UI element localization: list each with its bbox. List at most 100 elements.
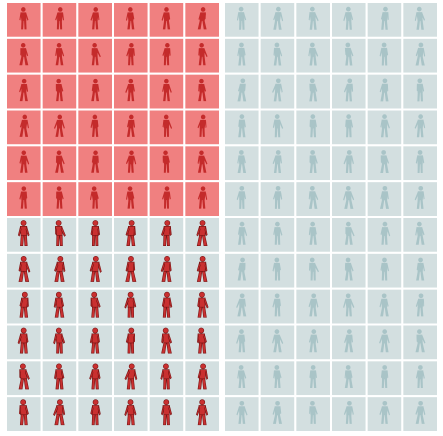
person-silhouette-icon	[380, 257, 390, 281]
person-silhouette-icon	[380, 221, 391, 245]
person-silhouette-icon	[415, 400, 426, 424]
person-silhouette-icon	[19, 7, 29, 30]
person-silhouette-icon	[196, 399, 209, 426]
person-silhouette-icon	[91, 150, 100, 173]
person-silhouette-icon	[379, 78, 389, 102]
person-silhouette-icon	[273, 6, 284, 30]
person-silhouette-icon	[415, 329, 426, 353]
person-silhouette-icon	[343, 293, 355, 317]
person-silhouette-icon	[54, 363, 65, 390]
person-silhouette-icon	[19, 291, 29, 318]
person-silhouette-icon	[197, 363, 209, 390]
grid-cell	[401, 216, 440, 254]
person-silhouette-icon	[309, 114, 317, 138]
person-silhouette-icon	[308, 185, 319, 209]
person-silhouette-icon	[126, 43, 135, 66]
person-silhouette-icon	[55, 78, 64, 102]
person-silhouette-icon	[162, 78, 172, 102]
person-silhouette-icon	[19, 114, 29, 137]
person-silhouette-icon	[90, 399, 101, 426]
person-silhouette-icon	[344, 221, 355, 245]
person-silhouette-icon	[53, 291, 65, 318]
person-silhouette-icon	[237, 150, 247, 174]
person-silhouette-icon	[379, 42, 389, 66]
person-silhouette-icon	[197, 150, 208, 173]
person-silhouette-icon	[53, 399, 66, 426]
person-silhouette-icon	[272, 329, 284, 353]
person-silhouette-icon	[415, 150, 425, 174]
person-silhouette-icon	[415, 42, 426, 66]
person-silhouette-icon	[160, 363, 172, 390]
person-silhouette-icon	[124, 291, 137, 318]
person-silhouette-icon	[380, 365, 389, 389]
person-silhouette-icon	[238, 221, 248, 245]
person-silhouette-icon	[91, 43, 101, 66]
person-silhouette-icon	[415, 293, 425, 317]
person-silhouette-icon	[91, 78, 100, 102]
person-silhouette-icon	[161, 220, 172, 247]
person-silhouette-icon	[272, 150, 282, 174]
person-silhouette-icon	[272, 78, 283, 102]
person-silhouette-icon	[160, 255, 172, 282]
person-silhouette-icon	[162, 186, 171, 209]
person-silhouette-icon	[272, 257, 281, 281]
person-silhouette-icon	[162, 43, 171, 66]
person-silhouette-icon	[309, 78, 318, 102]
grid-background	[5, 1, 440, 433]
person-silhouette-icon	[343, 185, 355, 209]
person-silhouette-icon	[54, 255, 66, 282]
person-silhouette-icon	[379, 400, 390, 424]
person-silhouette-icon	[309, 150, 318, 174]
person-silhouette-icon	[124, 399, 137, 426]
person-silhouette-icon	[380, 6, 389, 30]
person-silhouette-icon	[90, 7, 100, 30]
person-silhouette-icon	[345, 114, 354, 138]
person-silhouette-icon	[236, 400, 248, 424]
person-silhouette-icon	[380, 150, 389, 174]
person-silhouette-icon	[414, 6, 426, 30]
person-silhouette-icon	[308, 293, 319, 317]
person-silhouette-icon	[196, 220, 208, 247]
person-figures	[17, 6, 426, 426]
person-silhouette-icon	[19, 43, 29, 66]
person-silhouette-icon	[237, 42, 246, 66]
person-silhouette-icon	[416, 78, 425, 102]
person-silhouette-icon	[125, 255, 137, 282]
person-silhouette-icon	[379, 293, 389, 317]
person-silhouette-icon	[272, 114, 284, 138]
person-silhouette-icon	[89, 186, 99, 209]
person-silhouette-icon	[414, 185, 425, 209]
person-silhouette-icon	[196, 255, 208, 282]
person-silhouette-icon	[197, 7, 207, 30]
person-silhouette-icon	[273, 185, 283, 209]
person-silhouette-icon	[237, 257, 246, 281]
person-silhouette-icon	[308, 6, 319, 30]
person-silhouette-icon	[89, 363, 101, 390]
person-silhouette-icon	[162, 150, 170, 173]
person-silhouette-icon	[19, 150, 30, 173]
person-silhouette-icon	[17, 220, 30, 247]
person-silhouette-icon	[89, 255, 102, 282]
person-silhouette-icon	[309, 257, 319, 281]
person-silhouette-icon	[236, 6, 247, 30]
person-silhouette-icon	[308, 329, 319, 353]
person-silhouette-icon	[197, 114, 207, 137]
person-silhouette-icon	[18, 255, 31, 282]
person-silhouette-icon	[161, 399, 173, 426]
person-silhouette-icon	[198, 78, 207, 102]
person-silhouette-icon	[197, 327, 207, 354]
person-silhouette-icon	[238, 114, 246, 138]
person-silhouette-icon	[161, 291, 173, 318]
person-silhouette-icon	[124, 363, 138, 390]
person-silhouette-icon	[125, 327, 136, 354]
person-silhouette-icon	[379, 329, 390, 353]
person-silhouette-icon	[19, 186, 28, 209]
person-silhouette-icon	[236, 293, 247, 317]
person-silhouette-icon	[343, 150, 354, 174]
person-silhouette-icon	[53, 327, 66, 354]
person-silhouette-icon	[344, 365, 353, 389]
person-silhouette-icon	[125, 7, 135, 30]
person-silhouette-icon	[309, 365, 317, 389]
person-silhouette-icon	[416, 257, 425, 281]
